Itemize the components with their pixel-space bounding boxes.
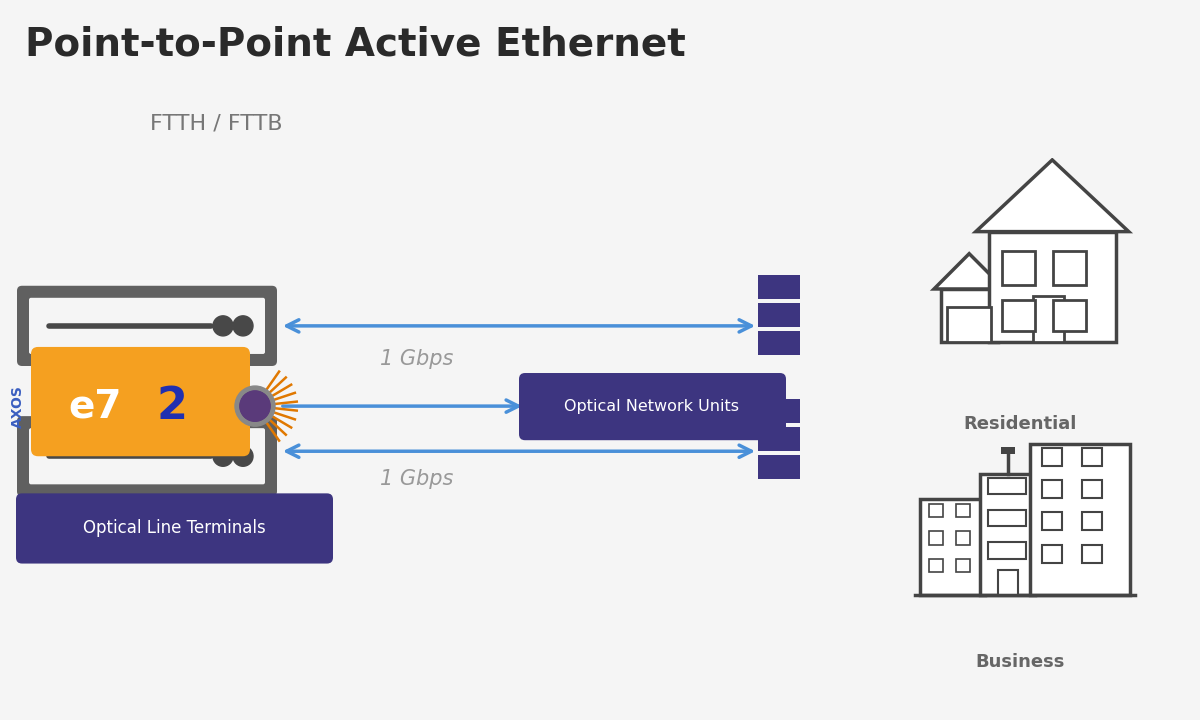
Polygon shape [934, 253, 1004, 289]
Text: e7: e7 [68, 387, 121, 425]
Circle shape [240, 391, 270, 421]
Text: AXOS: AXOS [11, 384, 25, 428]
FancyBboxPatch shape [956, 531, 970, 544]
FancyBboxPatch shape [1082, 449, 1102, 467]
Circle shape [235, 386, 275, 426]
FancyBboxPatch shape [16, 493, 334, 564]
FancyBboxPatch shape [997, 570, 1018, 595]
Circle shape [214, 316, 233, 336]
FancyBboxPatch shape [1042, 449, 1062, 467]
FancyBboxPatch shape [29, 428, 265, 485]
FancyBboxPatch shape [1042, 513, 1062, 531]
FancyBboxPatch shape [1001, 447, 1014, 454]
FancyBboxPatch shape [758, 399, 800, 423]
Text: 1 Gbps: 1 Gbps [380, 469, 454, 490]
Circle shape [214, 446, 233, 467]
Text: Residential: Residential [964, 415, 1076, 433]
FancyBboxPatch shape [758, 275, 800, 299]
Text: 1 Gbps: 1 Gbps [380, 349, 454, 369]
Circle shape [233, 446, 253, 467]
FancyBboxPatch shape [989, 232, 1116, 342]
FancyBboxPatch shape [1030, 444, 1130, 595]
Polygon shape [976, 160, 1129, 232]
Text: FTTH / FTTB: FTTH / FTTB [150, 114, 283, 133]
FancyBboxPatch shape [1002, 251, 1036, 284]
FancyBboxPatch shape [920, 500, 985, 595]
FancyBboxPatch shape [941, 289, 998, 342]
FancyBboxPatch shape [956, 505, 970, 518]
FancyBboxPatch shape [929, 531, 943, 544]
FancyBboxPatch shape [1082, 544, 1102, 562]
FancyBboxPatch shape [956, 559, 970, 572]
Circle shape [233, 316, 253, 336]
FancyBboxPatch shape [17, 416, 277, 496]
Text: Optical Network Units: Optical Network Units [564, 399, 739, 414]
FancyBboxPatch shape [988, 510, 1026, 526]
FancyBboxPatch shape [758, 331, 800, 355]
FancyBboxPatch shape [1033, 296, 1064, 342]
FancyBboxPatch shape [520, 373, 786, 440]
Text: Point-to-Point Active Ethernet: Point-to-Point Active Ethernet [25, 25, 685, 63]
FancyBboxPatch shape [758, 455, 800, 480]
FancyBboxPatch shape [1082, 480, 1102, 498]
FancyBboxPatch shape [1042, 544, 1062, 562]
FancyBboxPatch shape [758, 303, 800, 327]
Text: 2: 2 [156, 384, 187, 428]
FancyBboxPatch shape [1082, 513, 1102, 531]
FancyBboxPatch shape [988, 542, 1026, 559]
FancyBboxPatch shape [31, 347, 250, 456]
FancyBboxPatch shape [1052, 251, 1086, 284]
FancyBboxPatch shape [929, 505, 943, 518]
Text: Optical Line Terminals: Optical Line Terminals [83, 519, 266, 537]
FancyBboxPatch shape [988, 478, 1026, 495]
Circle shape [240, 391, 270, 421]
FancyBboxPatch shape [17, 286, 277, 366]
FancyBboxPatch shape [980, 474, 1036, 595]
FancyBboxPatch shape [1042, 480, 1062, 498]
FancyBboxPatch shape [29, 298, 265, 354]
FancyBboxPatch shape [929, 559, 943, 572]
FancyBboxPatch shape [1002, 300, 1036, 331]
FancyBboxPatch shape [947, 307, 991, 342]
FancyBboxPatch shape [758, 427, 800, 451]
FancyBboxPatch shape [1052, 300, 1086, 331]
Text: Business: Business [976, 653, 1064, 671]
